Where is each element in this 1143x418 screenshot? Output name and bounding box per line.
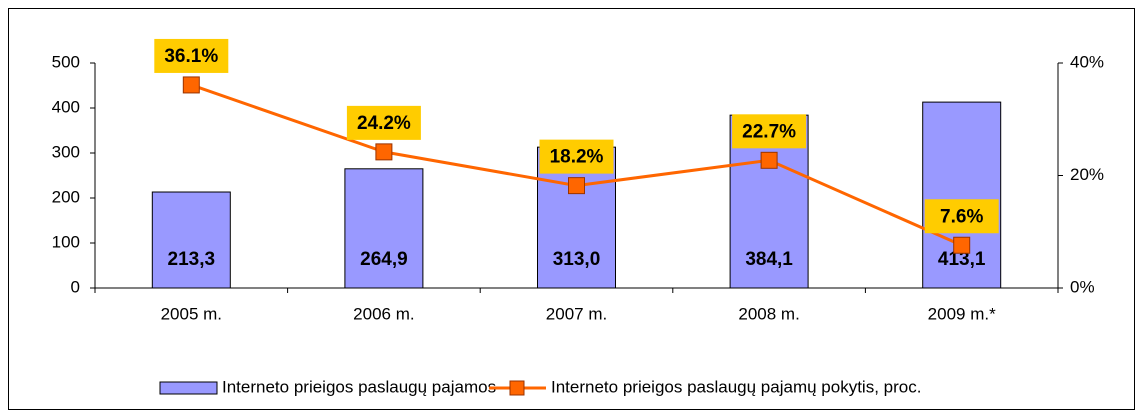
bar-label: 384,1: [745, 249, 793, 270]
y-tick-label: 200: [52, 187, 80, 206]
bar-label: 264,9: [360, 249, 408, 270]
line-marker: [375, 143, 393, 161]
y2-tick-label: 40%: [1070, 52, 1104, 71]
label-box: [539, 139, 614, 174]
bar: [151, 191, 231, 289]
label-box: [732, 114, 807, 149]
x-tick-label: 2007 m.: [546, 304, 607, 323]
label-box: [924, 199, 999, 234]
x-tick-label: 2005 m.: [161, 304, 222, 323]
y-tick-label: 300: [52, 142, 80, 161]
label-box: [346, 105, 421, 140]
line-marker: [182, 76, 200, 94]
x-tick-label: 2009 m.*: [928, 304, 996, 323]
y-tick-label: 500: [52, 52, 80, 71]
bar-label: 213,3: [168, 249, 216, 270]
x-tick-label: 2006 m.: [353, 304, 414, 323]
line-label: 36.1%: [164, 46, 218, 67]
x-tick-label: 2008 m.: [738, 304, 799, 323]
label-box: [154, 38, 229, 73]
line-marker: [953, 236, 971, 254]
y2-tick-label: 20%: [1070, 165, 1104, 184]
legend-swatch-marker: [509, 380, 525, 396]
legend-label: Interneto prieigos paslaugų pajamos: [222, 377, 496, 396]
line-label: 24.2%: [357, 113, 411, 134]
line-marker: [568, 177, 585, 195]
line-label: 22.7%: [742, 121, 796, 142]
y-tick-label: 400: [52, 97, 80, 116]
legend-label: Interneto prieigos paslaugų pajamų pokyt…: [551, 377, 921, 396]
bar: [344, 168, 424, 289]
legend-swatch: [159, 381, 218, 395]
y-tick-label: 100: [52, 232, 80, 251]
bar: [922, 101, 1002, 289]
y2-tick-label: 0%: [1070, 277, 1095, 296]
bar-label: 313,0: [553, 249, 601, 270]
line-marker: [760, 151, 778, 169]
bar-label: 413,1: [938, 249, 986, 270]
line-label: 18.2%: [550, 147, 604, 168]
line-label: 7.6%: [940, 206, 983, 227]
y-tick-label: 0: [71, 277, 80, 296]
